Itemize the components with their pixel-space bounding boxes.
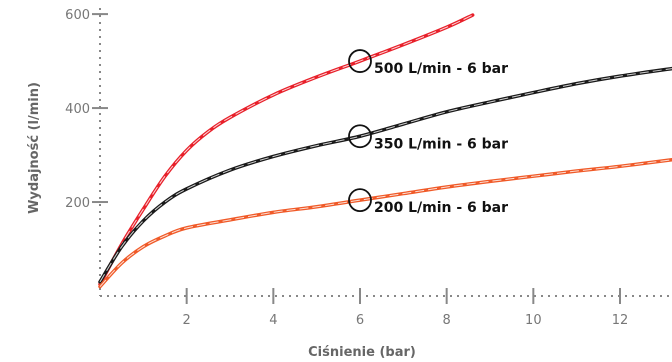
y-tick-label: 400 — [65, 102, 90, 117]
annotation-marker-2 — [348, 124, 372, 149]
series-line-highlight-3 — [99, 159, 672, 287]
y-tick-label: 200 — [65, 196, 90, 211]
x-tick-label: 10 — [525, 313, 542, 328]
annotations-group: 500 L/min - 6 bar 350 L/min - 6 bar 200 L/… — [348, 49, 508, 216]
annotation-label-3: 200 L/min - 6 bar — [374, 200, 508, 216]
series-line-3 — [98, 157, 672, 289]
x-tick-label: 8 — [443, 313, 451, 328]
y-tick-label: 600 — [65, 8, 90, 23]
x-tick-label: 12 — [612, 313, 629, 328]
x-tick-label: 2 — [183, 313, 191, 328]
annotation-marker-3 — [348, 188, 372, 213]
series-line-highlight-1 — [99, 14, 473, 285]
axes: 200 400 600 2 4 6 8 10 12 — [65, 8, 672, 328]
annotation-marker-1 — [348, 49, 372, 73]
series-line-2 — [98, 66, 672, 284]
x-tick-label: 4 — [269, 313, 277, 328]
series-line-highlight-2 — [99, 68, 672, 283]
annotation-label-1: 500 L/min - 6 bar — [374, 61, 508, 77]
annotation-label-2: 350 L/min - 6 bar — [374, 136, 508, 152]
x-axis-title: Ciśnienie (bar) — [308, 345, 416, 360]
series-group — [98, 13, 672, 289]
y-axis-title: Wydajność (l/min) — [27, 82, 42, 214]
x-tick-label: 6 — [356, 313, 364, 328]
